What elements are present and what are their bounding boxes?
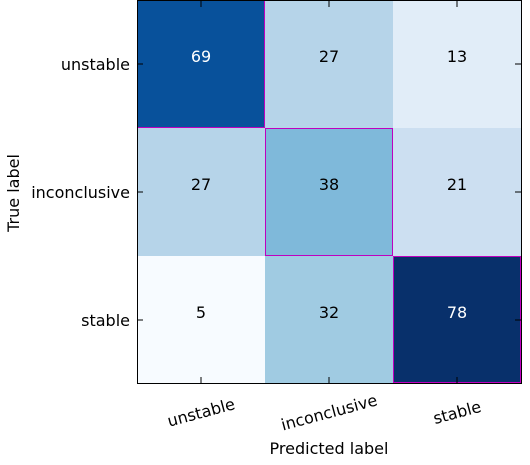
matrix-cell: [265, 128, 393, 256]
y-ticks: unstable inconclusive stable: [31, 55, 521, 330]
cell-value: 27: [319, 47, 339, 66]
x-tick-label: inconclusive: [279, 391, 379, 435]
cell-value: 21: [447, 175, 467, 194]
matrix-cell: [393, 256, 521, 383]
matrix-cell: [137, 256, 265, 383]
matrix-cell: [265, 0, 393, 128]
matrix-cells: [137, 0, 521, 383]
diagonal-highlight: [265, 128, 393, 256]
matrix-cell: [265, 256, 393, 383]
matrix-cell: [137, 0, 265, 128]
cell-value: 13: [447, 47, 467, 66]
cell-value: 27: [191, 175, 211, 194]
matrix-cell: [393, 128, 521, 256]
matrix-cell: [137, 128, 265, 256]
x-tick-label: unstable: [165, 394, 237, 430]
cell-value: 32: [319, 303, 339, 322]
matrix-cell: [393, 0, 521, 128]
x-axis-label: Predicted label: [270, 439, 389, 458]
y-tick-label: inconclusive: [31, 183, 130, 202]
cell-value: 5: [196, 303, 206, 322]
y-tick-label: unstable: [61, 55, 130, 74]
y-tick-label: stable: [81, 311, 130, 330]
cell-value: 69: [191, 47, 211, 66]
x-tick-label: stable: [431, 397, 483, 428]
cell-value: 78: [447, 303, 467, 322]
y-axis-label: True label: [4, 154, 23, 233]
cell-value-labels: 69 27 13 27 38 21 5 32 78: [191, 47, 467, 322]
cell-value: 38: [319, 175, 339, 194]
